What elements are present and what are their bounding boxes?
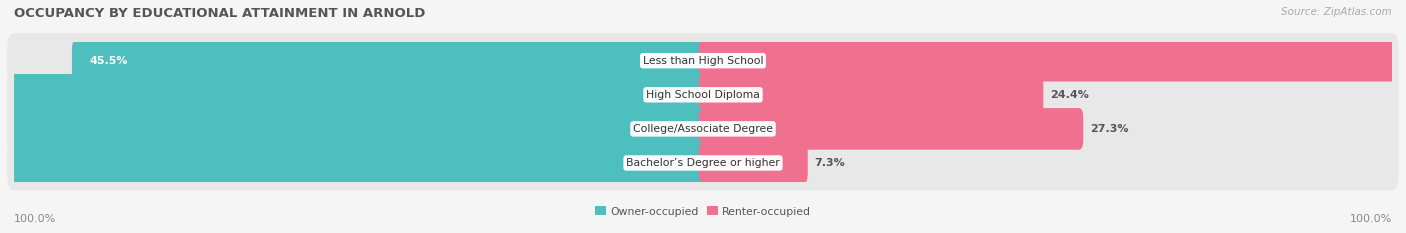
FancyBboxPatch shape [699,40,1406,82]
Text: OCCUPANCY BY EDUCATIONAL ATTAINMENT IN ARNOLD: OCCUPANCY BY EDUCATIONAL ATTAINMENT IN A… [14,7,426,20]
Text: 45.5%: 45.5% [90,56,128,66]
FancyBboxPatch shape [699,74,1043,116]
Text: College/Associate Degree: College/Associate Degree [633,124,773,134]
FancyBboxPatch shape [0,108,707,150]
Legend: Owner-occupied, Renter-occupied: Owner-occupied, Renter-occupied [591,202,815,221]
Text: 24.4%: 24.4% [1050,90,1090,100]
FancyBboxPatch shape [699,142,807,184]
FancyBboxPatch shape [72,40,707,82]
FancyBboxPatch shape [699,108,1083,150]
Text: 27.3%: 27.3% [1090,124,1129,134]
Text: High School Diploma: High School Diploma [647,90,759,100]
FancyBboxPatch shape [7,67,1399,122]
FancyBboxPatch shape [7,33,1399,88]
FancyBboxPatch shape [7,101,1399,157]
FancyBboxPatch shape [0,74,707,116]
FancyBboxPatch shape [7,135,1399,191]
Text: Less than High School: Less than High School [643,56,763,66]
Text: 100.0%: 100.0% [14,214,56,224]
Text: Bachelor’s Degree or higher: Bachelor’s Degree or higher [626,158,780,168]
FancyBboxPatch shape [0,142,707,184]
Text: 7.3%: 7.3% [814,158,845,168]
Text: Source: ZipAtlas.com: Source: ZipAtlas.com [1281,7,1392,17]
Text: 100.0%: 100.0% [1350,214,1392,224]
